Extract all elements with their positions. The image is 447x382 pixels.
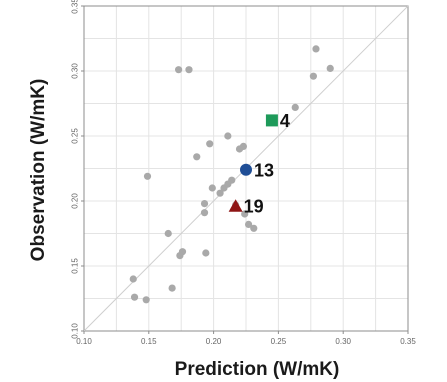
data-point [309, 72, 317, 80]
data-point [241, 210, 249, 218]
data-point [250, 224, 258, 232]
data-point [200, 209, 209, 217]
x-tick-label: 0.35 [400, 337, 416, 346]
y-tick-label: 0.10 [71, 323, 80, 339]
data-point [326, 64, 334, 72]
plot-frame [83, 5, 409, 332]
x-tick-label: 0.25 [271, 337, 287, 346]
data-point [142, 296, 150, 304]
data-point [129, 275, 137, 283]
y-tick-label: 0.25 [71, 128, 80, 144]
data-point [224, 132, 232, 140]
y-tick-label: 0.30 [71, 63, 80, 79]
y-tick-label: 0.15 [71, 258, 80, 274]
x-tick-label: 0.15 [141, 337, 157, 346]
data-point [312, 45, 320, 53]
y-tick-label: 0.20 [71, 193, 80, 209]
highlight-label: 13 [254, 160, 274, 180]
data-point [239, 142, 248, 150]
data-point [178, 248, 187, 256]
data-point [228, 176, 236, 184]
y-tick-label: 0.35 [71, 0, 80, 14]
data-point [206, 140, 214, 148]
x-axis-title: Prediction (W/mK) [175, 359, 340, 380]
highlight-triangle-marker [228, 199, 243, 212]
data-point [202, 249, 210, 257]
data-point [200, 200, 209, 208]
highlight-label: 19 [244, 197, 264, 217]
x-axis-ticks: 0.10 0.15 0.20 0.25 0.30 0.35 [76, 331, 416, 346]
data-point [244, 220, 253, 228]
y-axis-title: Observation (W/mK) [28, 79, 49, 262]
x-tick-label: 0.20 [206, 337, 222, 346]
data-point [291, 103, 299, 111]
data-point [185, 66, 193, 74]
x-tick-label: 0.10 [76, 337, 92, 346]
highlight-circle-marker [240, 163, 252, 176]
highlighted-points: 4 13 19 [228, 111, 290, 217]
data-point [175, 66, 183, 74]
data-point [216, 189, 224, 197]
data-point [143, 172, 152, 180]
highlight-label: 4 [280, 111, 290, 131]
x-tick-label: 0.30 [335, 337, 351, 346]
data-point [168, 284, 176, 292]
y-axis-ticks: 0.10 0.15 0.20 0.25 0.30 0.35 [71, 0, 84, 339]
data-point [130, 293, 139, 301]
data-point [164, 229, 172, 238]
data-point [208, 184, 216, 192]
data-point [193, 153, 201, 161]
highlight-square-marker [265, 114, 278, 127]
